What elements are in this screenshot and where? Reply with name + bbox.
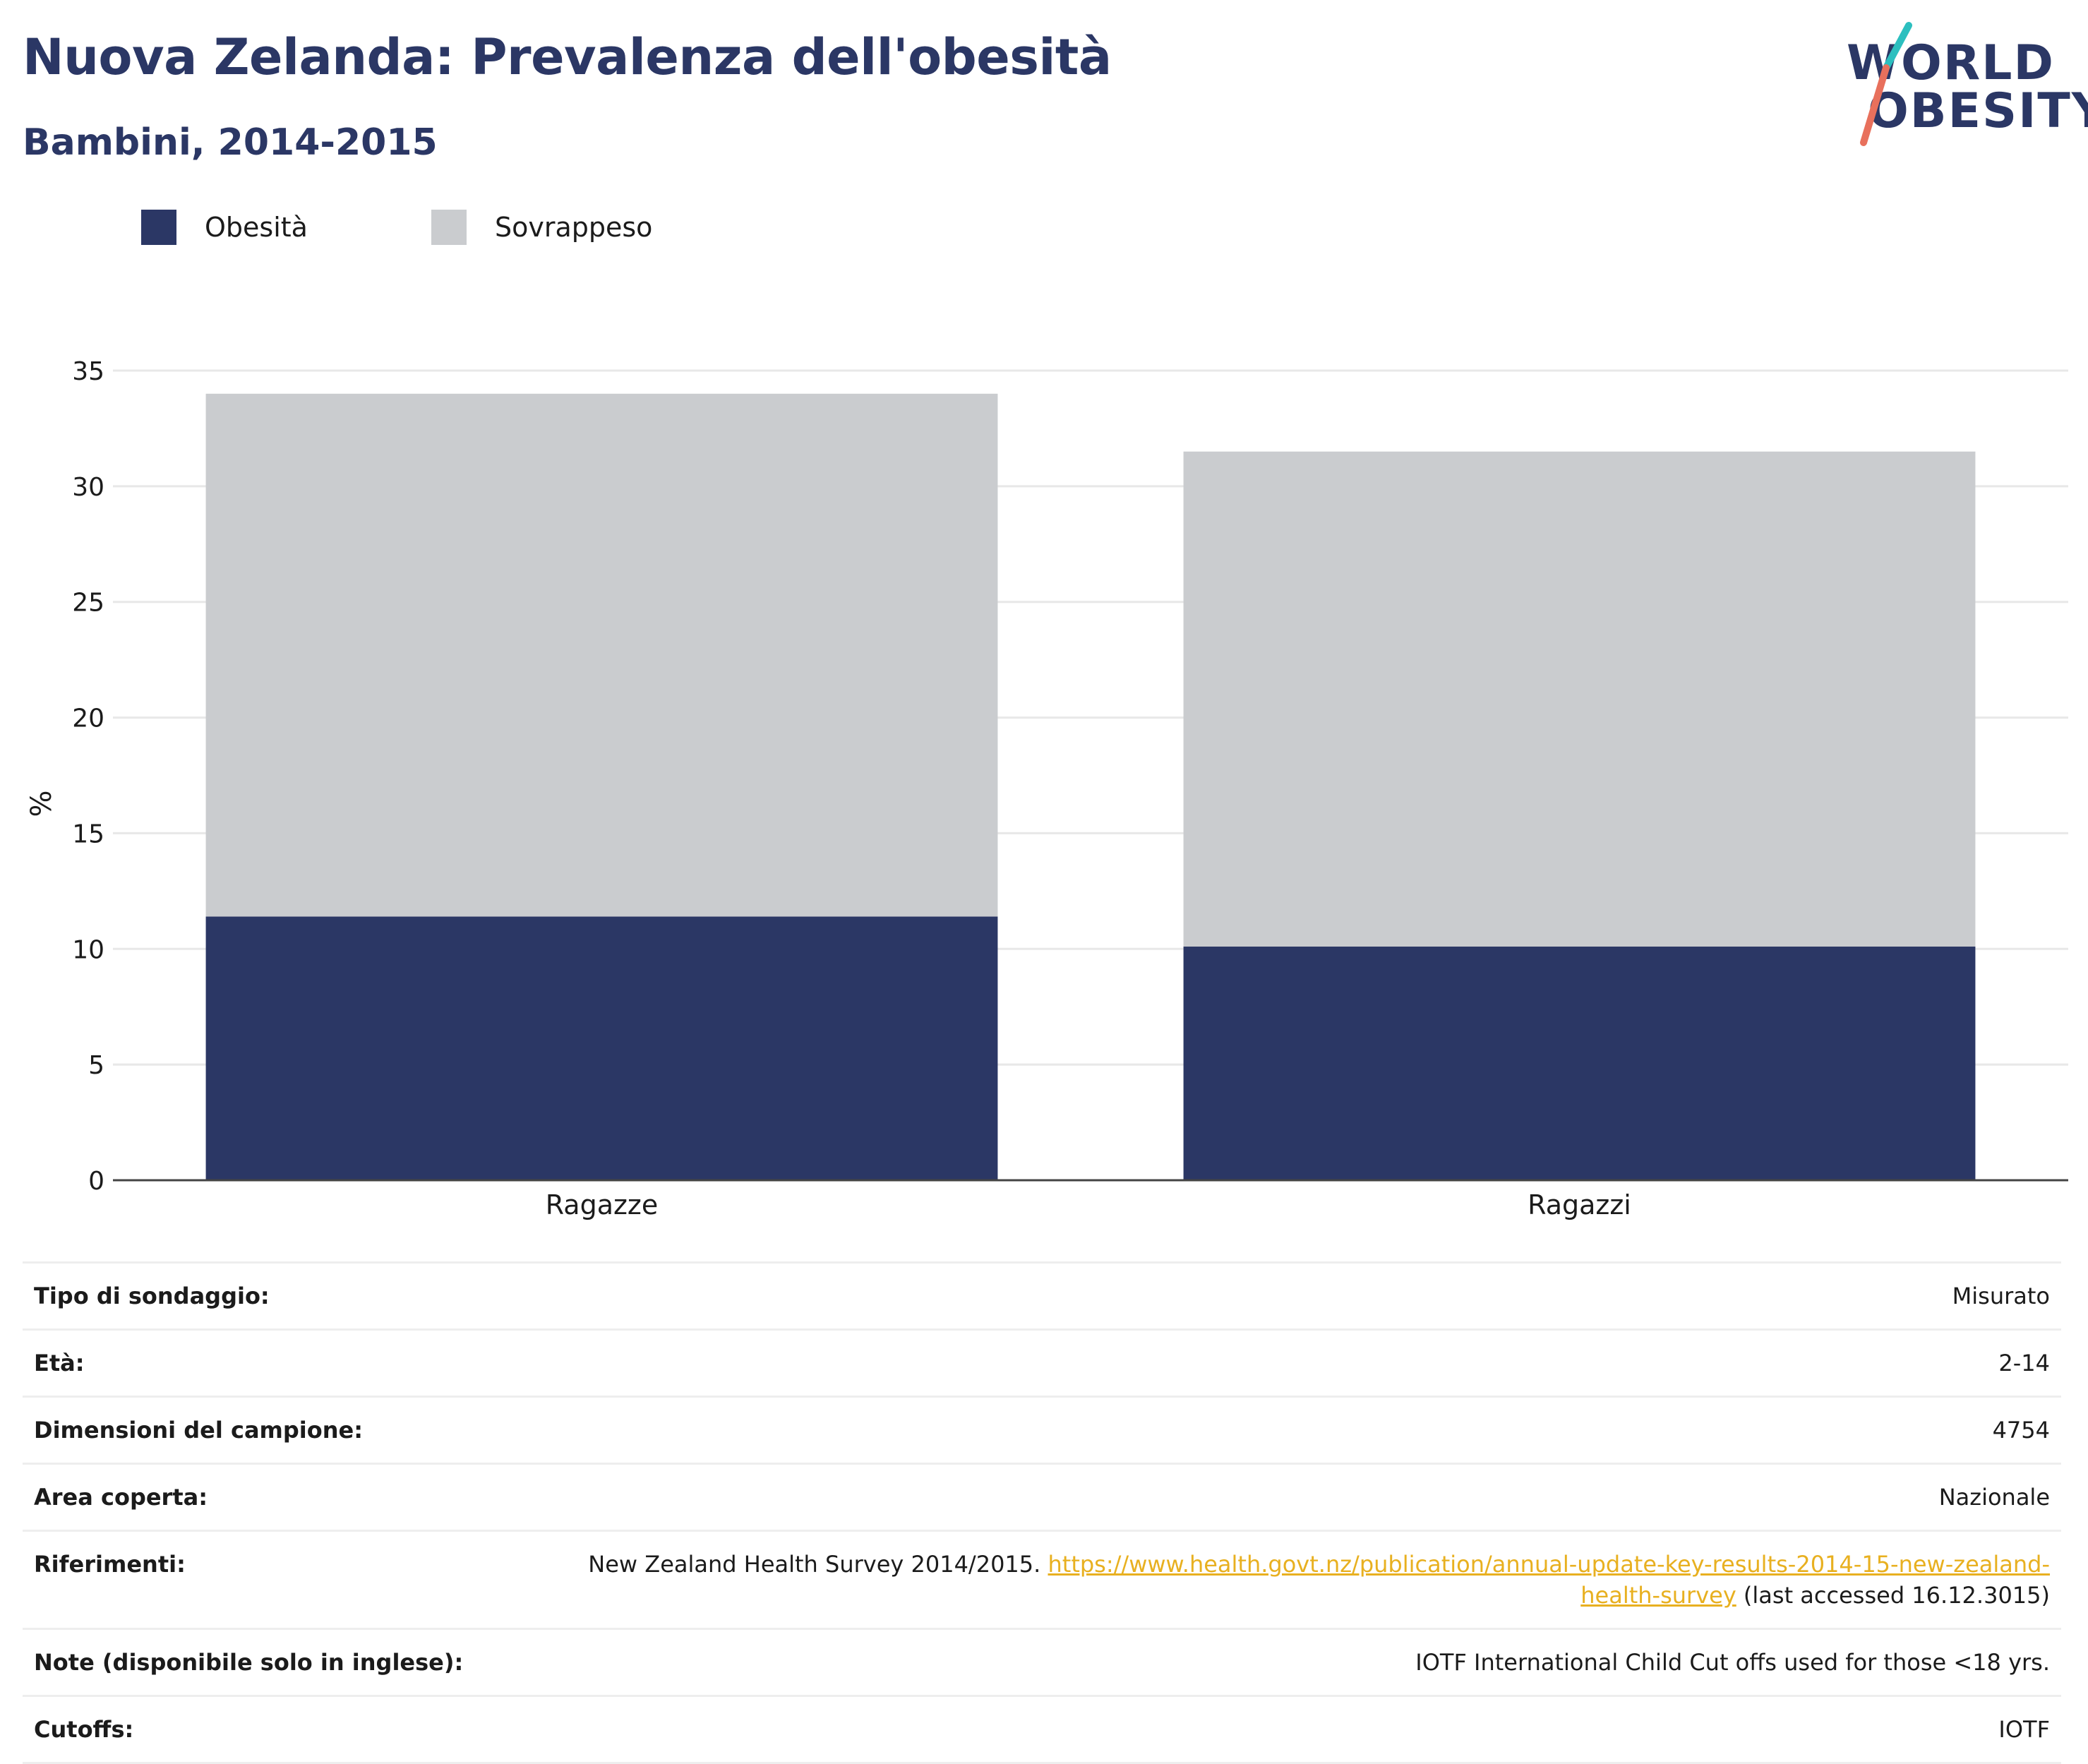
y-tick-label: 15: [72, 820, 104, 848]
info-value: Nazionale: [1938, 1484, 2050, 1511]
info-label: Riferimenti:: [34, 1551, 186, 1578]
table-row: Area coperta: Nazionale: [23, 1463, 2061, 1531]
info-label: Area coperta:: [34, 1484, 208, 1511]
x-tick-label: Ragazzi: [1528, 1189, 1631, 1220]
info-label: Dimensioni del campione:: [34, 1417, 364, 1444]
info-value: IOTF International Child Cut offs used f…: [1415, 1649, 2050, 1676]
info-label: Tipo di sondaggio:: [34, 1283, 270, 1309]
chart-subtitle: Bambini, 2014-2015: [23, 121, 438, 164]
bar-segment-obesity: [205, 916, 998, 1180]
y-tick-label: 30: [72, 473, 104, 502]
bar-segment-overweight: [205, 393, 998, 917]
info-label: Note (disponibile solo in inglese):: [34, 1649, 464, 1676]
legend-swatch-overweight: [431, 210, 467, 245]
legend-item-obesity: Obesità: [141, 209, 308, 246]
logo-text-obesity: OBESITY: [1868, 83, 2088, 139]
legend-swatch-obesity: [141, 210, 176, 245]
y-tick-label: 20: [72, 704, 104, 733]
bars: [205, 393, 1976, 1180]
table-row: Età: 2-14: [23, 1329, 2061, 1397]
reference-text: New Zealand Health Survey 2014/2015.: [588, 1551, 1048, 1578]
y-tick-label: 35: [72, 357, 104, 386]
legend-label-obesity: Obesità: [205, 212, 308, 243]
reference-link[interactable]: https://www.health.govt.nz/publication/a…: [1048, 1551, 2050, 1609]
info-value: IOTF: [1998, 1716, 2050, 1743]
table-row: Tipo di sondaggio: Misurato: [23, 1262, 2061, 1330]
table-row: Note (disponibile solo in inglese): IOTF…: [23, 1628, 2061, 1696]
y-tick-label: 25: [72, 589, 104, 618]
info-value-references: New Zealand Health Survey 2014/2015. htt…: [539, 1531, 2061, 1629]
y-axis-label: %: [25, 790, 58, 817]
chart-title: Nuova Zelanda: Prevalenza dell'obesità: [23, 28, 1112, 86]
world-obesity-logo: WORLD OBESITY: [1842, 18, 2088, 152]
legend-item-overweight: Sovrappeso: [431, 209, 652, 246]
reference-accessed: (last accessed 16.12.3015): [1736, 1582, 2050, 1609]
y-tick-label: 5: [88, 1051, 104, 1080]
logo-slash-icon: [1860, 22, 1912, 146]
survey-info-table: Tipo di sondaggio: Misurato Età: 2-14 Di…: [23, 1261, 2061, 1764]
info-value: 2-14: [1998, 1350, 2050, 1376]
axes: 0 5 10 15 20 25 30 35 Ragazze Ragazzi%: [25, 357, 2068, 1220]
stacked-bar-chart: 0 5 10 15 20 25 30 35 Ragazze Ragazzi%: [25, 357, 2068, 1220]
x-tick-label: Ragazze: [546, 1189, 659, 1220]
info-value: 4754: [1992, 1417, 2050, 1444]
table-row: Riferimenti: New Zealand Health Survey 2…: [23, 1530, 2061, 1629]
info-label: Cutoffs:: [34, 1716, 134, 1743]
bar-segment-obesity: [1183, 947, 1976, 1180]
table-row: Cutoffs: IOTF: [23, 1696, 2061, 1763]
bar-segment-overweight: [1183, 451, 1976, 947]
info-label: Età:: [34, 1350, 85, 1376]
info-value: Misurato: [1952, 1283, 2050, 1309]
y-tick-label: 10: [72, 935, 104, 964]
y-tick-label: 0: [88, 1167, 104, 1196]
legend-label-overweight: Sovrappeso: [495, 212, 653, 243]
table-row: Dimensioni del campione: 4754: [23, 1396, 2061, 1464]
